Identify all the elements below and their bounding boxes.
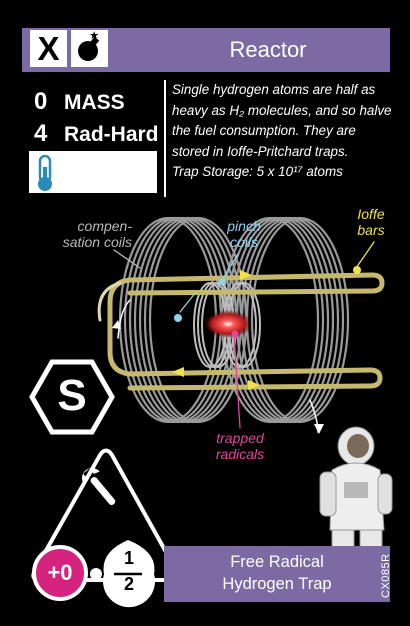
- compensation-coils-label: compen-sation coils: [62, 218, 132, 250]
- trapped-radicals-glow: [204, 310, 252, 338]
- mass-label: MASS: [64, 91, 125, 114]
- s-letter: S: [57, 371, 87, 420]
- description: Single hydrogen atoms are half as heavy …: [172, 80, 394, 183]
- description-text: Single hydrogen atoms are half as heavy …: [172, 82, 392, 159]
- mass-stat: 0 MASS: [34, 88, 125, 116]
- ioffe-bar-top: [107, 272, 385, 328]
- pinch-coils-label: pinch coils: [227, 218, 261, 250]
- card-id: CX085R: [380, 553, 392, 598]
- x-icon: X: [30, 30, 67, 67]
- bonus-value: +0: [47, 560, 73, 585]
- card-name-line2: Hydrogen Trap: [222, 575, 332, 593]
- radhard-label: Rad-Hard: [64, 123, 159, 146]
- s-hexagon: [29, 359, 115, 435]
- footer-bar: Free Radical Hydrogen Trap: [164, 546, 390, 602]
- fraction-denominator: 2: [123, 574, 134, 594]
- ioffe-bars-label: Ioffe bars: [357, 206, 385, 238]
- svg-text:X: X: [37, 30, 59, 67]
- trapped-radicals-label: trapped radicals: [215, 430, 265, 462]
- card-title: Reactor: [229, 37, 307, 62]
- fraction-numerator: 1: [123, 548, 134, 568]
- card-name-line1: Free Radical: [230, 553, 324, 571]
- radhard-stat: 4 Rad-Hard: [34, 120, 159, 148]
- ioffe-bar-bottom: [107, 322, 383, 391]
- radhard-value: 4: [34, 120, 48, 147]
- trap-storage-text: Trap Storage: 5 x 10¹⁷ atoms: [172, 164, 343, 179]
- bonus-circle: [32, 545, 88, 601]
- divider: [164, 80, 166, 197]
- thermo-box: [29, 151, 157, 193]
- mass-value: 0: [34, 88, 48, 115]
- header-bar: X Reactor: [22, 28, 390, 72]
- astronaut-figure: [319, 426, 393, 555]
- wrench-icon: [82, 468, 116, 506]
- bomb-icon: [71, 30, 108, 67]
- thermometer-icon: [38, 154, 52, 191]
